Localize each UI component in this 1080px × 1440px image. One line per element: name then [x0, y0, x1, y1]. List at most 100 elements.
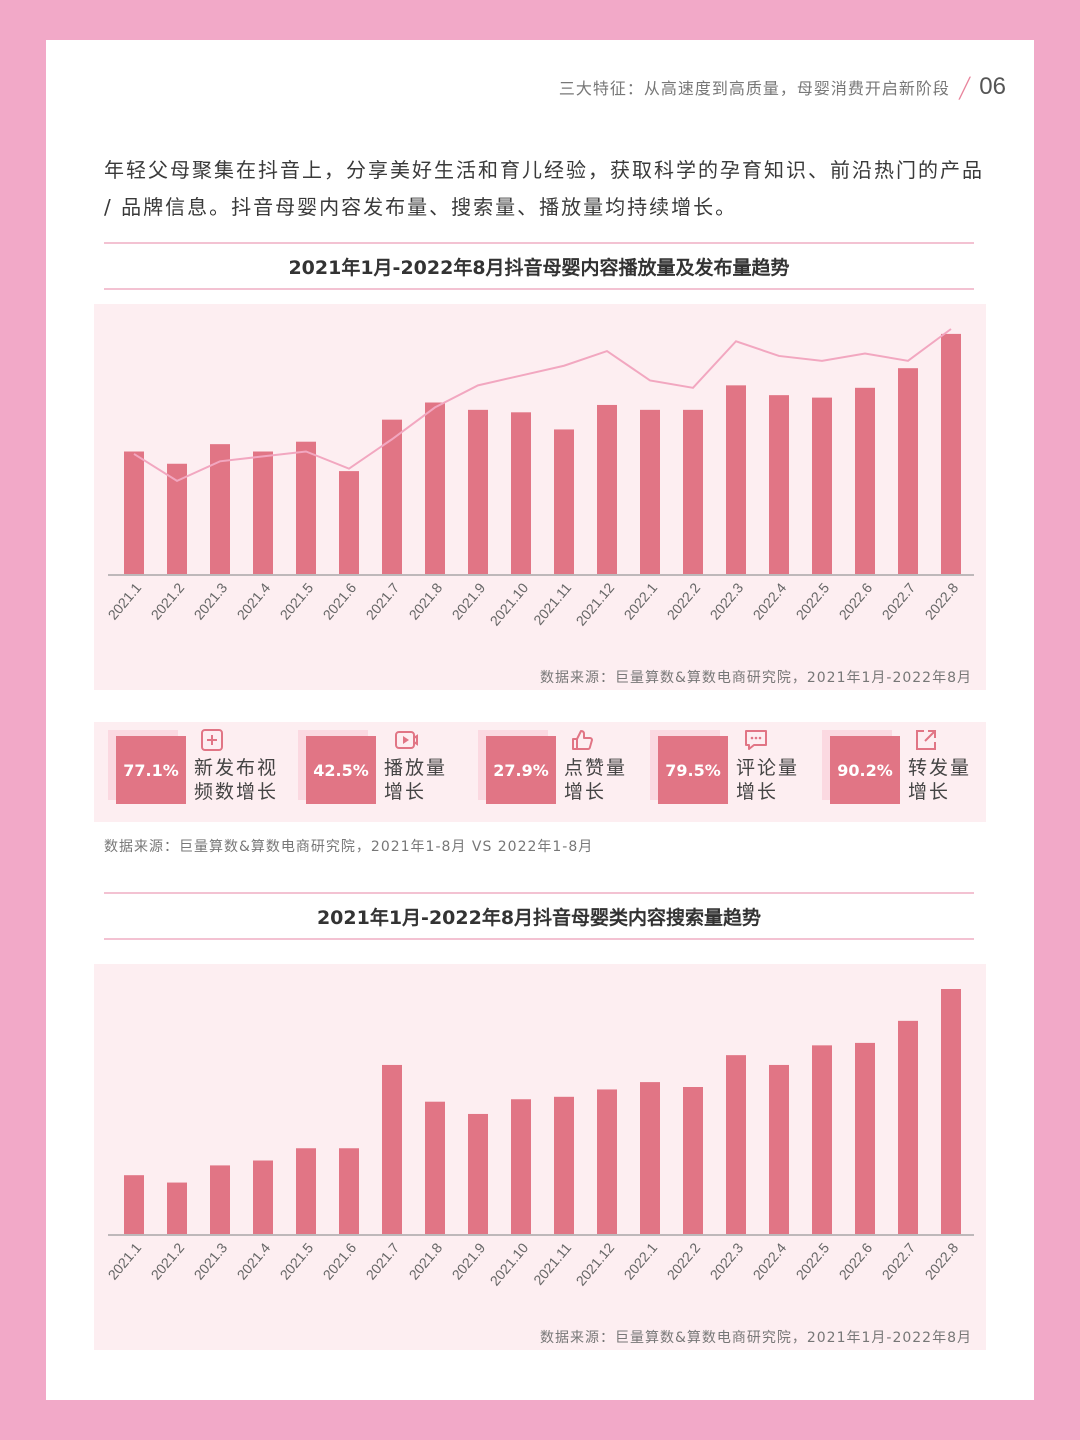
- chart2-source: 数据来源：巨量算数&算数电商研究院，2021年1月-2022年8月: [539, 1330, 972, 1346]
- chart1-bar: [683, 409, 703, 574]
- chart1-bar: [726, 385, 746, 574]
- stat-label: 转发量 增长: [908, 757, 972, 803]
- chart1-panel: 2021.1 2021.2 2021.3 2021.4 2021.5 2021.6 2021…: [94, 304, 986, 690]
- intro-paragraph: 年轻父母聚集在抖音上，分享美好生活和育儿经验，获取科学的孕育知识、前沿热门的产品…: [104, 158, 984, 219]
- chart2-bar: [382, 1064, 402, 1234]
- header-title: 三大特征：从高速度到高质量，母婴消费开启新阶段: [558, 79, 950, 98]
- chart2-x-tick-label: 2021.7: [363, 1239, 403, 1282]
- chart1-x-tick-label: 2021.9: [449, 579, 489, 622]
- chart1-bar: [124, 451, 144, 574]
- chart2-x-tick-label: 2022.4: [750, 1239, 790, 1282]
- stat-label: 评论量 增长: [736, 757, 800, 803]
- chart2-bar: [468, 1113, 488, 1234]
- stat-value: 27.9%: [486, 736, 556, 804]
- header-divider: /: [956, 70, 973, 104]
- chart2-title: 2021年1月-2022年8月抖音母婴类内容搜索量趋势: [104, 892, 974, 940]
- chart2-x-tick-label: 2021.2: [148, 1239, 188, 1282]
- chart1-svg: 2021.1 2021.2 2021.3 2021.4 2021.5 2021.6 2021…: [105, 328, 974, 629]
- chart1-x-tick-label: 2022.6: [836, 579, 876, 622]
- chart1-x-tick-label: 2021.2: [148, 579, 188, 622]
- chart2-bar: [339, 1148, 359, 1234]
- stats-source: 数据来源：巨量算数&算数电商研究院，2021年1-8月 VS 2022年1-8月: [104, 839, 594, 855]
- page-number: 06: [979, 73, 1006, 100]
- thumbs-up-icon: [572, 730, 593, 750]
- chart1-bar: [855, 387, 875, 574]
- chart1-x-tick-label: 2021.5: [277, 579, 317, 622]
- chart2-bar: [812, 1045, 832, 1234]
- chart2-bar: [726, 1055, 746, 1234]
- chart1-line-series: [133, 328, 952, 483]
- chart2-bar: [898, 1020, 918, 1234]
- chart1-source: 数据来源：巨量算数&算数电商研究院，2021年1月-2022年8月: [539, 670, 972, 686]
- chart1-x-tick-label: 2021.11: [530, 579, 574, 627]
- chart2-bar: [554, 1096, 574, 1234]
- chart1-x-tick-label: 2021.10: [487, 579, 532, 628]
- chart1-bar: [425, 402, 445, 574]
- chart2-bar: [124, 1175, 144, 1234]
- chart2-x-tick-label: 2022.8: [922, 1239, 962, 1282]
- chart1-bar: [296, 441, 316, 574]
- stat-label: 点赞量 增长: [564, 757, 628, 803]
- chart2-bar: [511, 1099, 531, 1234]
- chart1-x-tick-label: 2021.1: [105, 579, 145, 622]
- chart2-x-tick-label: 2021.5: [277, 1239, 317, 1282]
- stat-value: 77.1%: [116, 736, 186, 804]
- chart1-bar: [468, 409, 488, 574]
- chart2-x-tick-label: 2021.6: [320, 1239, 360, 1282]
- chart2-svg: 2021.1 2021.2 2021.3 2021.4 2021.5 2021.6 2021…: [105, 989, 974, 1289]
- chart2-x-tick-label: 2021.1: [105, 1239, 145, 1282]
- chart2-x-tick-label: 2021.8: [406, 1239, 446, 1282]
- chart2-bar: [769, 1064, 789, 1234]
- chart1-bar: [597, 404, 617, 574]
- chart2-x-tick-label: 2021.4: [234, 1239, 274, 1282]
- chart2-x-tick-label: 2021.9: [449, 1239, 489, 1282]
- stat-label: 播放量 增长: [384, 757, 448, 803]
- chart1-x-tick-label: 2021.6: [320, 579, 360, 622]
- chart2-bar: [296, 1148, 316, 1234]
- stats-panel: 77.1% 新发布视 频数增长 42.5% 播放量 增长 27.9% 点赞量 增…: [94, 722, 986, 822]
- chart2-bar: [210, 1165, 230, 1234]
- chart1-x-tick-label: 2021.4: [234, 579, 274, 622]
- chart2-bar: [640, 1082, 660, 1234]
- chart1-x-tick-label: 2022.7: [879, 579, 919, 622]
- chart1-x-tick-label: 2022.5: [793, 579, 833, 622]
- chart1-bar: [941, 333, 961, 574]
- chart2-bar: [253, 1160, 273, 1234]
- chart2-bar: [941, 989, 961, 1234]
- chart1-bar: [339, 471, 359, 574]
- chart2-x-tick-label: 2022.3: [707, 1239, 747, 1282]
- chart1-bar: [812, 397, 832, 574]
- chart2-x-tick-label: 2022.1: [621, 1239, 661, 1282]
- chart2-bar: [683, 1087, 703, 1234]
- chart1-bar: [511, 412, 531, 574]
- chart2-x-tick-label: 2021.10: [487, 1239, 532, 1288]
- comment-icon: [745, 730, 767, 750]
- chart2-bar: [855, 1042, 875, 1234]
- chart2-bar: [167, 1182, 187, 1234]
- chart1-bar: [167, 463, 187, 574]
- share-icon: [916, 730, 936, 750]
- chart2-x-tick-label: 2021.3: [191, 1239, 231, 1282]
- plus-square-icon: [201, 729, 223, 751]
- chart2-bar: [425, 1101, 445, 1234]
- chart1-x-tick-label: 2021.8: [406, 579, 446, 622]
- chart2-panel: 2021.1 2021.2 2021.3 2021.4 2021.5 2021.6 2021…: [94, 964, 986, 1350]
- stat-value: 42.5%: [306, 736, 376, 804]
- chart1-bar: [554, 429, 574, 574]
- chart2-x-tick-label: 2022.6: [836, 1239, 876, 1282]
- chart2-bar: [597, 1089, 617, 1234]
- chart1-title: 2021年1月-2022年8月抖音母婴内容播放量及发布量趋势: [104, 242, 974, 290]
- chart1-bar: [769, 395, 789, 574]
- chart1-x-tick-label: 2022.8: [922, 579, 962, 622]
- stat-value: 90.2%: [830, 736, 900, 804]
- page: 三大特征：从高速度到高质量，母婴消费开启新阶段 / 06 年轻父母聚集在抖音上，…: [46, 40, 1034, 1400]
- chart1-bar: [640, 409, 660, 574]
- chart2-x-tick-label: 2021.11: [530, 1239, 574, 1287]
- chart1-bar: [210, 444, 230, 574]
- chart1-x-tick-label: 2022.1: [621, 579, 661, 622]
- chart1-x-tick-label: 2022.3: [707, 579, 747, 622]
- chart2-x-tick-label: 2022.7: [879, 1239, 919, 1282]
- chart1-x-tick-label: 2022.4: [750, 579, 790, 622]
- chart2-x-tick-label: 2021.12: [573, 1239, 618, 1288]
- chart2-x-tick-label: 2022.2: [664, 1239, 704, 1282]
